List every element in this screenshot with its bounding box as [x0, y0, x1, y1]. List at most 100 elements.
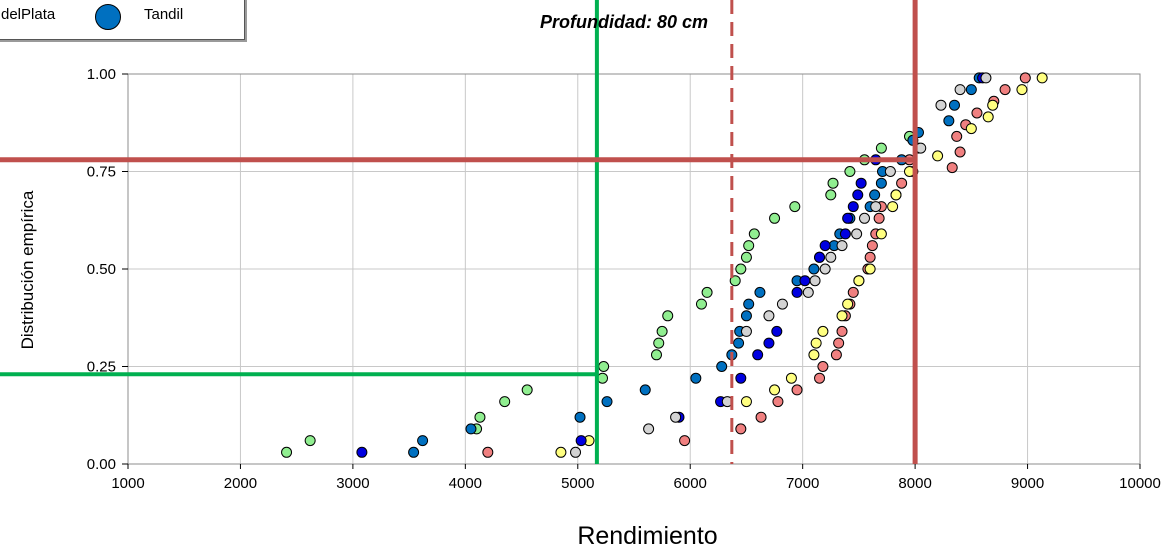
data-point [740, 325, 752, 337]
x-tick-label: 10000 [1119, 475, 1161, 492]
data-point [769, 384, 781, 396]
data-point [808, 263, 820, 275]
data-point [875, 177, 887, 189]
x-tick-label: 4000 [449, 475, 482, 492]
data-point [643, 423, 655, 435]
data-point [748, 228, 760, 240]
data-point [763, 337, 775, 349]
data-point [789, 201, 801, 213]
data-point [943, 115, 955, 127]
data-point [870, 201, 882, 213]
data-point [474, 411, 486, 423]
x-tick-label: 2000 [224, 475, 257, 492]
data-point [653, 337, 665, 349]
data-point [417, 435, 429, 447]
data-point [869, 189, 881, 201]
data-point [735, 423, 747, 435]
data-point [851, 228, 863, 240]
data-point [639, 384, 651, 396]
x-tick-label: 1000 [111, 475, 144, 492]
data-point [791, 384, 803, 396]
data-point [810, 337, 822, 349]
data-point [769, 212, 781, 224]
data-point [890, 189, 902, 201]
x-tick-label: 3000 [336, 475, 369, 492]
data-point [827, 177, 839, 189]
data-point [598, 361, 610, 372]
data-point [873, 212, 885, 224]
data-point [785, 372, 797, 384]
data-point [866, 240, 878, 252]
data-point [740, 251, 752, 263]
data-point [932, 150, 944, 162]
data-point [965, 123, 977, 135]
y-tick-label: 0.25 [87, 359, 116, 376]
data-point [670, 411, 682, 423]
data-point [875, 228, 887, 240]
x-tick-label: 9000 [1011, 475, 1044, 492]
data-point [482, 446, 494, 458]
legend: delPlata Tandil [0, 0, 245, 40]
data-point [833, 337, 845, 349]
data-point [499, 396, 511, 408]
data-point [304, 435, 316, 447]
data-point [852, 189, 864, 201]
data-point [814, 251, 826, 263]
data-point [771, 325, 783, 337]
data-point [740, 396, 752, 408]
data-point [965, 84, 977, 96]
data-point [695, 298, 707, 310]
reference-lines [0, 0, 918, 464]
data-point [597, 372, 609, 384]
data-point [716, 361, 728, 372]
y-tick-label: 0.75 [87, 164, 116, 181]
x-tick-label: 7000 [786, 475, 819, 492]
data-point [855, 177, 867, 189]
data-point [465, 423, 477, 435]
data-point [884, 166, 896, 177]
data-point [847, 286, 859, 298]
data-point [650, 349, 662, 361]
data-point [853, 275, 865, 287]
data-point [574, 411, 586, 423]
data-point [864, 251, 876, 263]
legend-label-tandil: Tandil [144, 6, 184, 23]
x-tick-label: 8000 [898, 475, 931, 492]
data-point [408, 446, 420, 458]
data-point [819, 240, 831, 252]
data-point [701, 286, 713, 298]
data-point [836, 325, 848, 337]
data-point [802, 286, 814, 298]
chart-title: Profundidad: 80 cm [540, 12, 709, 32]
data-point [951, 130, 963, 142]
x-tick-label: 6000 [674, 475, 707, 492]
data-point [864, 263, 876, 275]
data-point [1036, 72, 1048, 84]
data-point [954, 84, 966, 96]
data-point [1016, 84, 1028, 96]
x-axis-title: Rendimiento [577, 522, 718, 550]
y-tick-label: 0.00 [87, 456, 116, 473]
data-point [555, 446, 567, 458]
data-point [733, 337, 745, 349]
data-point [847, 201, 859, 213]
data-point [740, 310, 752, 322]
data-point [570, 446, 582, 458]
data-point [825, 189, 837, 201]
data-point [948, 99, 960, 111]
data-point [656, 325, 668, 337]
data-point [987, 99, 999, 111]
x-tick-label: 5000 [561, 475, 594, 492]
data-point [836, 240, 848, 252]
data-point [772, 396, 784, 408]
axes: 1000 2000 3000 4000 5000 6000 7000 8000 9000 1000… [87, 66, 1161, 492]
data-point [743, 240, 755, 252]
data-point [1019, 72, 1031, 84]
data-point [601, 396, 613, 408]
data-point [743, 298, 755, 310]
data-point [817, 361, 829, 372]
data-point [799, 275, 811, 287]
data-point [752, 349, 764, 361]
data-point [842, 298, 854, 310]
data-point [819, 263, 831, 275]
